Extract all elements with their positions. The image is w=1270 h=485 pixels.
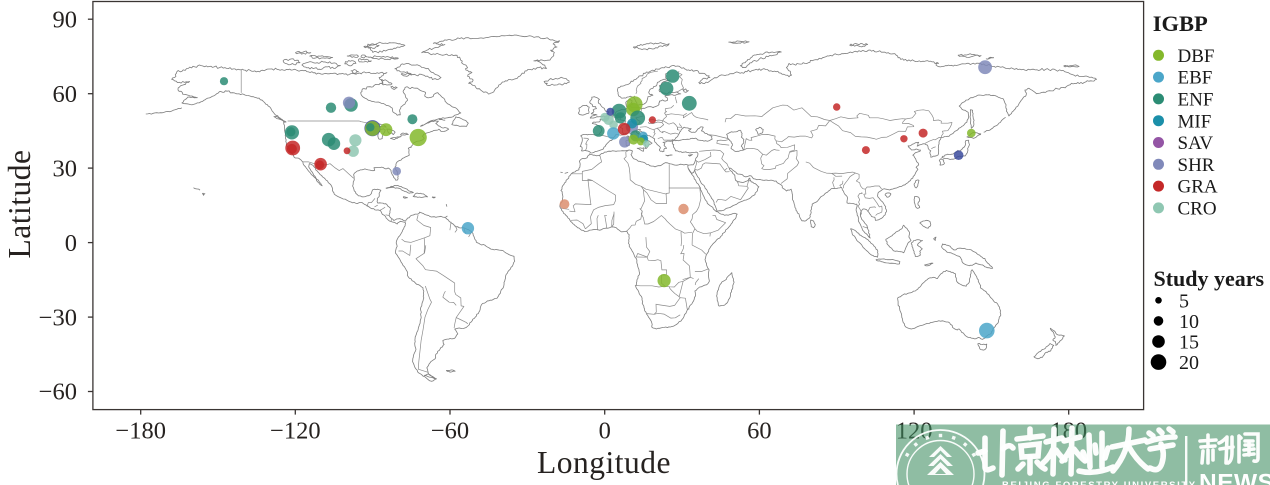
svg-text:−30: −30	[39, 304, 77, 331]
svg-text:15: 15	[1179, 332, 1199, 354]
svg-text:BEIJING FORESTRY UNIVERSITY: BEIJING FORESTRY UNIVERSITY	[1002, 480, 1197, 485]
svg-text:20: 20	[1179, 352, 1199, 374]
svg-text:−180: −180	[115, 418, 166, 445]
svg-text:−60: −60	[39, 379, 77, 406]
svg-text:Longitude: Longitude	[537, 445, 671, 480]
svg-text:90: 90	[53, 6, 78, 33]
svg-text:IGBP: IGBP	[1153, 11, 1208, 36]
svg-text:0: 0	[599, 418, 611, 445]
svg-text:NEWS: NEWS	[1199, 470, 1270, 485]
svg-text:SAV: SAV	[1178, 133, 1214, 154]
svg-text:SHR: SHR	[1178, 155, 1215, 176]
svg-text:60: 60	[747, 418, 772, 445]
svg-text:CRO: CRO	[1178, 199, 1217, 220]
svg-text:−60: −60	[431, 418, 469, 445]
svg-text:0: 0	[65, 230, 77, 257]
svg-text:DBF: DBF	[1178, 46, 1215, 67]
svg-text:30: 30	[53, 155, 78, 182]
svg-text:Latitude: Latitude	[2, 150, 37, 259]
svg-text:GRA: GRA	[1178, 177, 1218, 198]
svg-text:5: 5	[1179, 290, 1189, 312]
svg-text:10: 10	[1179, 311, 1199, 333]
svg-text:60: 60	[53, 81, 78, 108]
svg-text:−120: −120	[270, 418, 321, 445]
svg-text:ENF: ENF	[1178, 90, 1214, 111]
svg-text:EBF: EBF	[1178, 68, 1213, 89]
svg-text:MIF: MIF	[1178, 111, 1212, 132]
svg-text:Study years: Study years	[1154, 266, 1265, 291]
